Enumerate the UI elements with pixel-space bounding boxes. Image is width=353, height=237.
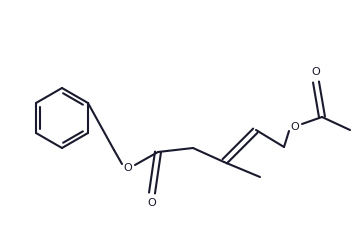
Text: O: O — [148, 198, 156, 208]
Text: O: O — [124, 163, 132, 173]
Text: O: O — [291, 122, 299, 132]
Text: O: O — [312, 67, 321, 77]
